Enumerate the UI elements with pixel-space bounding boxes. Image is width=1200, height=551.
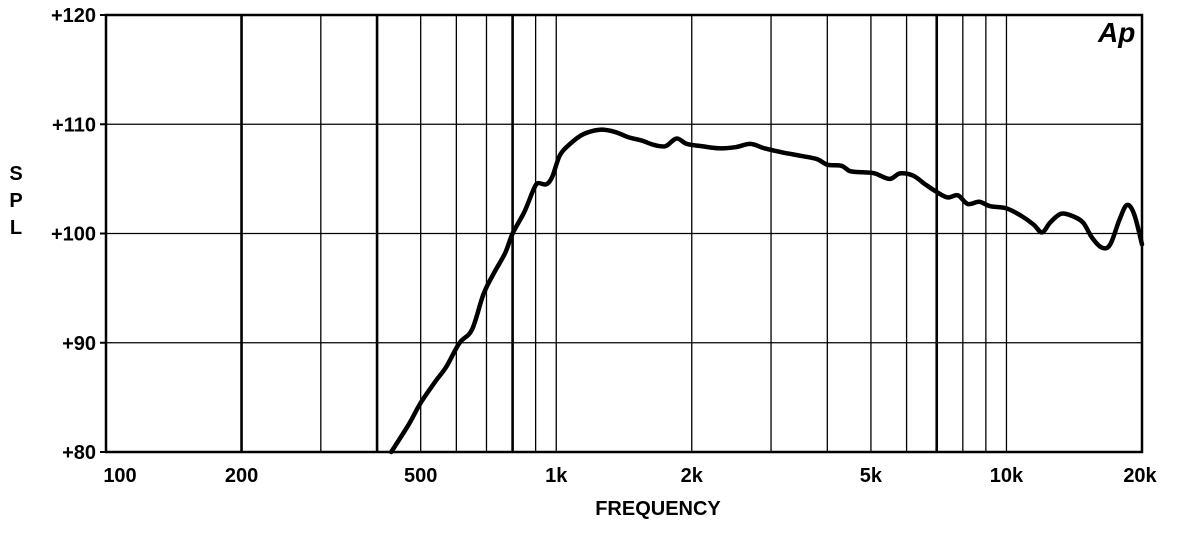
x-tick-label: 100: [103, 465, 136, 487]
x-tick-label: 1k: [545, 465, 568, 487]
y-tick-label: +120: [51, 5, 96, 27]
x-axis-title: FREQUENCY: [595, 498, 721, 520]
x-tick-label: 10k: [990, 465, 1024, 487]
spl-curve: [388, 127, 1145, 455]
y-tick-label: +100: [51, 224, 96, 246]
tick-labels: +80 +90 +100 +110 +120 100 200 500 1k 2k 5k 10k 20k: [51, 5, 1158, 487]
y-tick-label: +80: [62, 442, 96, 464]
x-tick-label: 5k: [860, 465, 883, 487]
grid-lines: [106, 15, 1142, 452]
y-axis-title-letter: L: [10, 217, 22, 239]
x-tick-label: 200: [225, 465, 258, 487]
y-axis-title-letter: P: [9, 190, 22, 212]
x-tick-label: 2k: [681, 465, 704, 487]
y-tick-label: +90: [62, 333, 96, 355]
x-tick-label: 20k: [1123, 465, 1157, 487]
x-tick-label: 500: [404, 465, 437, 487]
y-axis-title-letter: S: [9, 163, 22, 185]
y-tick-label: +110: [52, 114, 96, 136]
ap-logo: Ap: [1097, 17, 1135, 48]
y-axis-title: SPL: [9, 163, 22, 239]
